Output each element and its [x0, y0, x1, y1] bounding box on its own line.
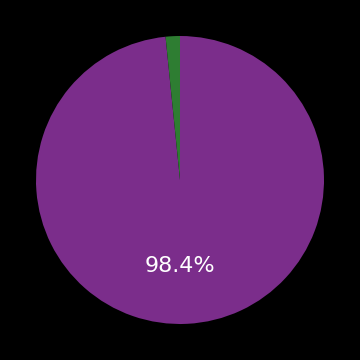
- Wedge shape: [36, 36, 324, 324]
- Wedge shape: [166, 36, 180, 180]
- Text: 98.4%: 98.4%: [145, 256, 215, 276]
